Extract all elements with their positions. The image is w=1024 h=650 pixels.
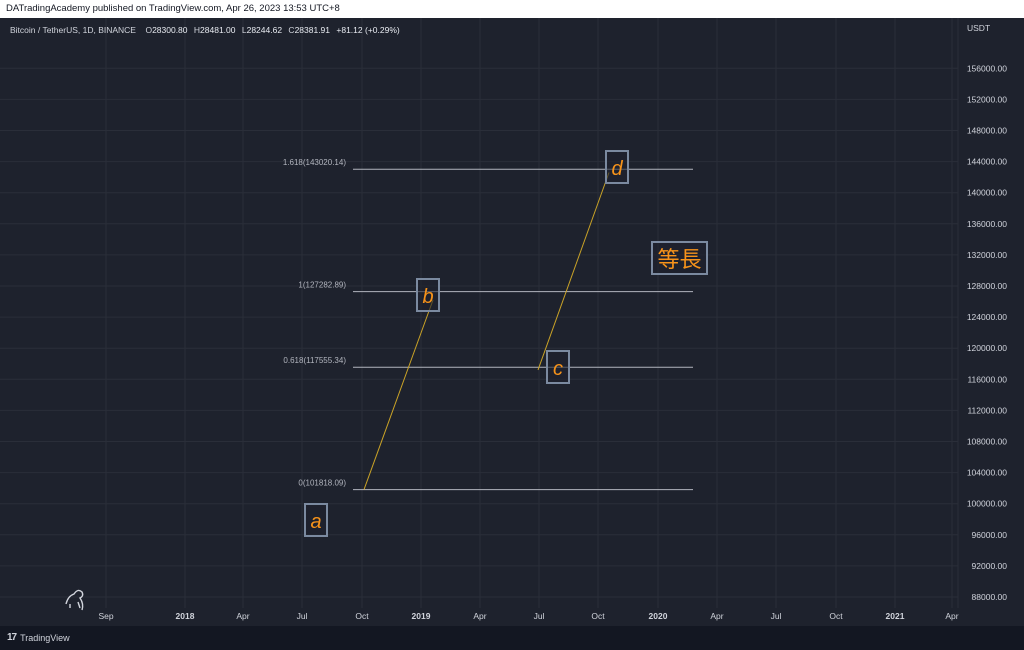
point-label-box bbox=[546, 350, 570, 384]
trend-line-ab bbox=[363, 299, 434, 490]
point-label-b: b bbox=[416, 278, 440, 312]
tradingview-logo-icon: 17 bbox=[7, 632, 17, 643]
time-axis: Sep 2018 Apr Jul Oct 2019 Apr Jul Oct 2020 Apr Jul O… bbox=[98, 611, 958, 621]
time-tick-label: Apr bbox=[236, 611, 249, 621]
fib-level-label: 0(101818.09) bbox=[298, 479, 346, 488]
open-value: 28300.80 bbox=[152, 25, 188, 35]
price-tick-label: 132000.00 bbox=[967, 250, 1007, 260]
fib-level-label: 1(127282.89) bbox=[298, 281, 346, 290]
close-value: 28381.91 bbox=[294, 25, 331, 35]
time-tick-label: Sep bbox=[98, 611, 113, 621]
time-tick-label: 2020 bbox=[649, 611, 668, 621]
point-label-text: d bbox=[611, 158, 623, 180]
fib-level-label: 1.618(143020.14) bbox=[283, 158, 347, 167]
time-tick-label: 2021 bbox=[886, 611, 905, 621]
time-tick-label: Jul bbox=[771, 611, 782, 621]
price-tick-label: 148000.00 bbox=[967, 126, 1007, 136]
trend-lines bbox=[363, 172, 610, 490]
price-tick-label: 128000.00 bbox=[967, 281, 1007, 291]
time-tick-label: Oct bbox=[829, 611, 843, 621]
price-tick-label: 144000.00 bbox=[967, 157, 1007, 167]
price-tick-label: 140000.00 bbox=[967, 188, 1007, 198]
price-tick-label: 136000.00 bbox=[967, 219, 1007, 229]
point-labels: a b c d 等長 bbox=[304, 150, 708, 537]
point-label-d: d bbox=[605, 150, 629, 184]
price-tick-label: 88000.00 bbox=[972, 592, 1008, 602]
low-value: 28244.62 bbox=[246, 25, 283, 35]
footer-bar: 17 TradingView bbox=[0, 626, 1024, 650]
brand-name: TradingView bbox=[20, 632, 70, 643]
high-value: 28481.00 bbox=[200, 25, 236, 35]
time-tick-label: Apr bbox=[710, 611, 723, 621]
price-tick-label: 152000.00 bbox=[967, 94, 1007, 104]
price-tick-label: 96000.00 bbox=[972, 530, 1008, 540]
price-axis: 156000.00 152000.00 148000.00 144000.00 1400… bbox=[957, 18, 1008, 608]
fib-extension-tool: 1.618(143020.14) 1(127282.89) 0.618(117555… bbox=[283, 158, 693, 491]
annotation-text: 等長 bbox=[657, 247, 701, 272]
price-tick-label: 120000.00 bbox=[967, 343, 1007, 353]
point-label-box bbox=[304, 503, 328, 537]
low-label: L bbox=[241, 25, 247, 35]
annotation-box bbox=[651, 241, 708, 275]
grid-lines bbox=[0, 18, 958, 608]
price-tick-label: 100000.00 bbox=[967, 499, 1007, 509]
dino-icon bbox=[65, 589, 84, 611]
high-label: H bbox=[193, 25, 201, 35]
time-tick-label: Oct bbox=[355, 611, 369, 621]
price-tick-label: 124000.00 bbox=[967, 312, 1007, 322]
change-value: +81.12 (+0.29%) bbox=[336, 25, 400, 35]
trend-line-cd bbox=[537, 172, 610, 371]
symbol-name: Bitcoin / TetherUS, 1D, BINANCE bbox=[10, 25, 136, 35]
price-tick-label: 92000.00 bbox=[972, 561, 1008, 571]
time-tick-label: Apr bbox=[473, 611, 486, 621]
point-label-text: b bbox=[422, 286, 433, 308]
price-tick-label: 104000.00 bbox=[967, 468, 1007, 478]
time-tick-label: 2018 bbox=[176, 611, 195, 621]
published-banner: DATradingAcademy published on TradingVie… bbox=[0, 0, 1024, 18]
time-tick-label: Apr bbox=[945, 611, 958, 621]
time-tick-label: 2019 bbox=[412, 611, 431, 621]
price-tick-label: 156000.00 bbox=[967, 63, 1007, 73]
price-tick-label: 108000.00 bbox=[967, 437, 1007, 447]
chart-pane[interactable]: 1.618(143020.14) 1(127282.89) 0.618(117555… bbox=[0, 18, 1024, 626]
point-label-box bbox=[605, 150, 629, 184]
point-label-box bbox=[416, 278, 440, 312]
price-tick-label: 116000.00 bbox=[967, 374, 1007, 384]
time-tick-label: Oct bbox=[591, 611, 605, 621]
fib-level-label: 0.618(117555.34) bbox=[283, 356, 346, 365]
chart-canvas[interactable]: 1.618(143020.14) 1(127282.89) 0.618(117555… bbox=[0, 18, 1024, 626]
close-label: C bbox=[288, 25, 295, 35]
open-label: O bbox=[145, 25, 153, 35]
time-tick-label: Jul bbox=[297, 611, 308, 621]
equal-length-annotation: 等長 bbox=[651, 241, 708, 275]
point-label-c: c bbox=[546, 350, 570, 384]
symbol-info: Bitcoin / TetherUS, 1D, BINANCE O28300.8… bbox=[10, 25, 400, 35]
point-label-text: a bbox=[310, 511, 321, 533]
time-tick-label: Jul bbox=[534, 611, 545, 621]
point-label-a: a bbox=[304, 503, 328, 537]
currency-unit[interactable]: USDT bbox=[967, 23, 991, 33]
tradingview-logo[interactable]: 17 TradingView bbox=[7, 632, 70, 643]
price-tick-label: 112000.00 bbox=[967, 405, 1007, 415]
point-label-text: c bbox=[553, 358, 563, 380]
